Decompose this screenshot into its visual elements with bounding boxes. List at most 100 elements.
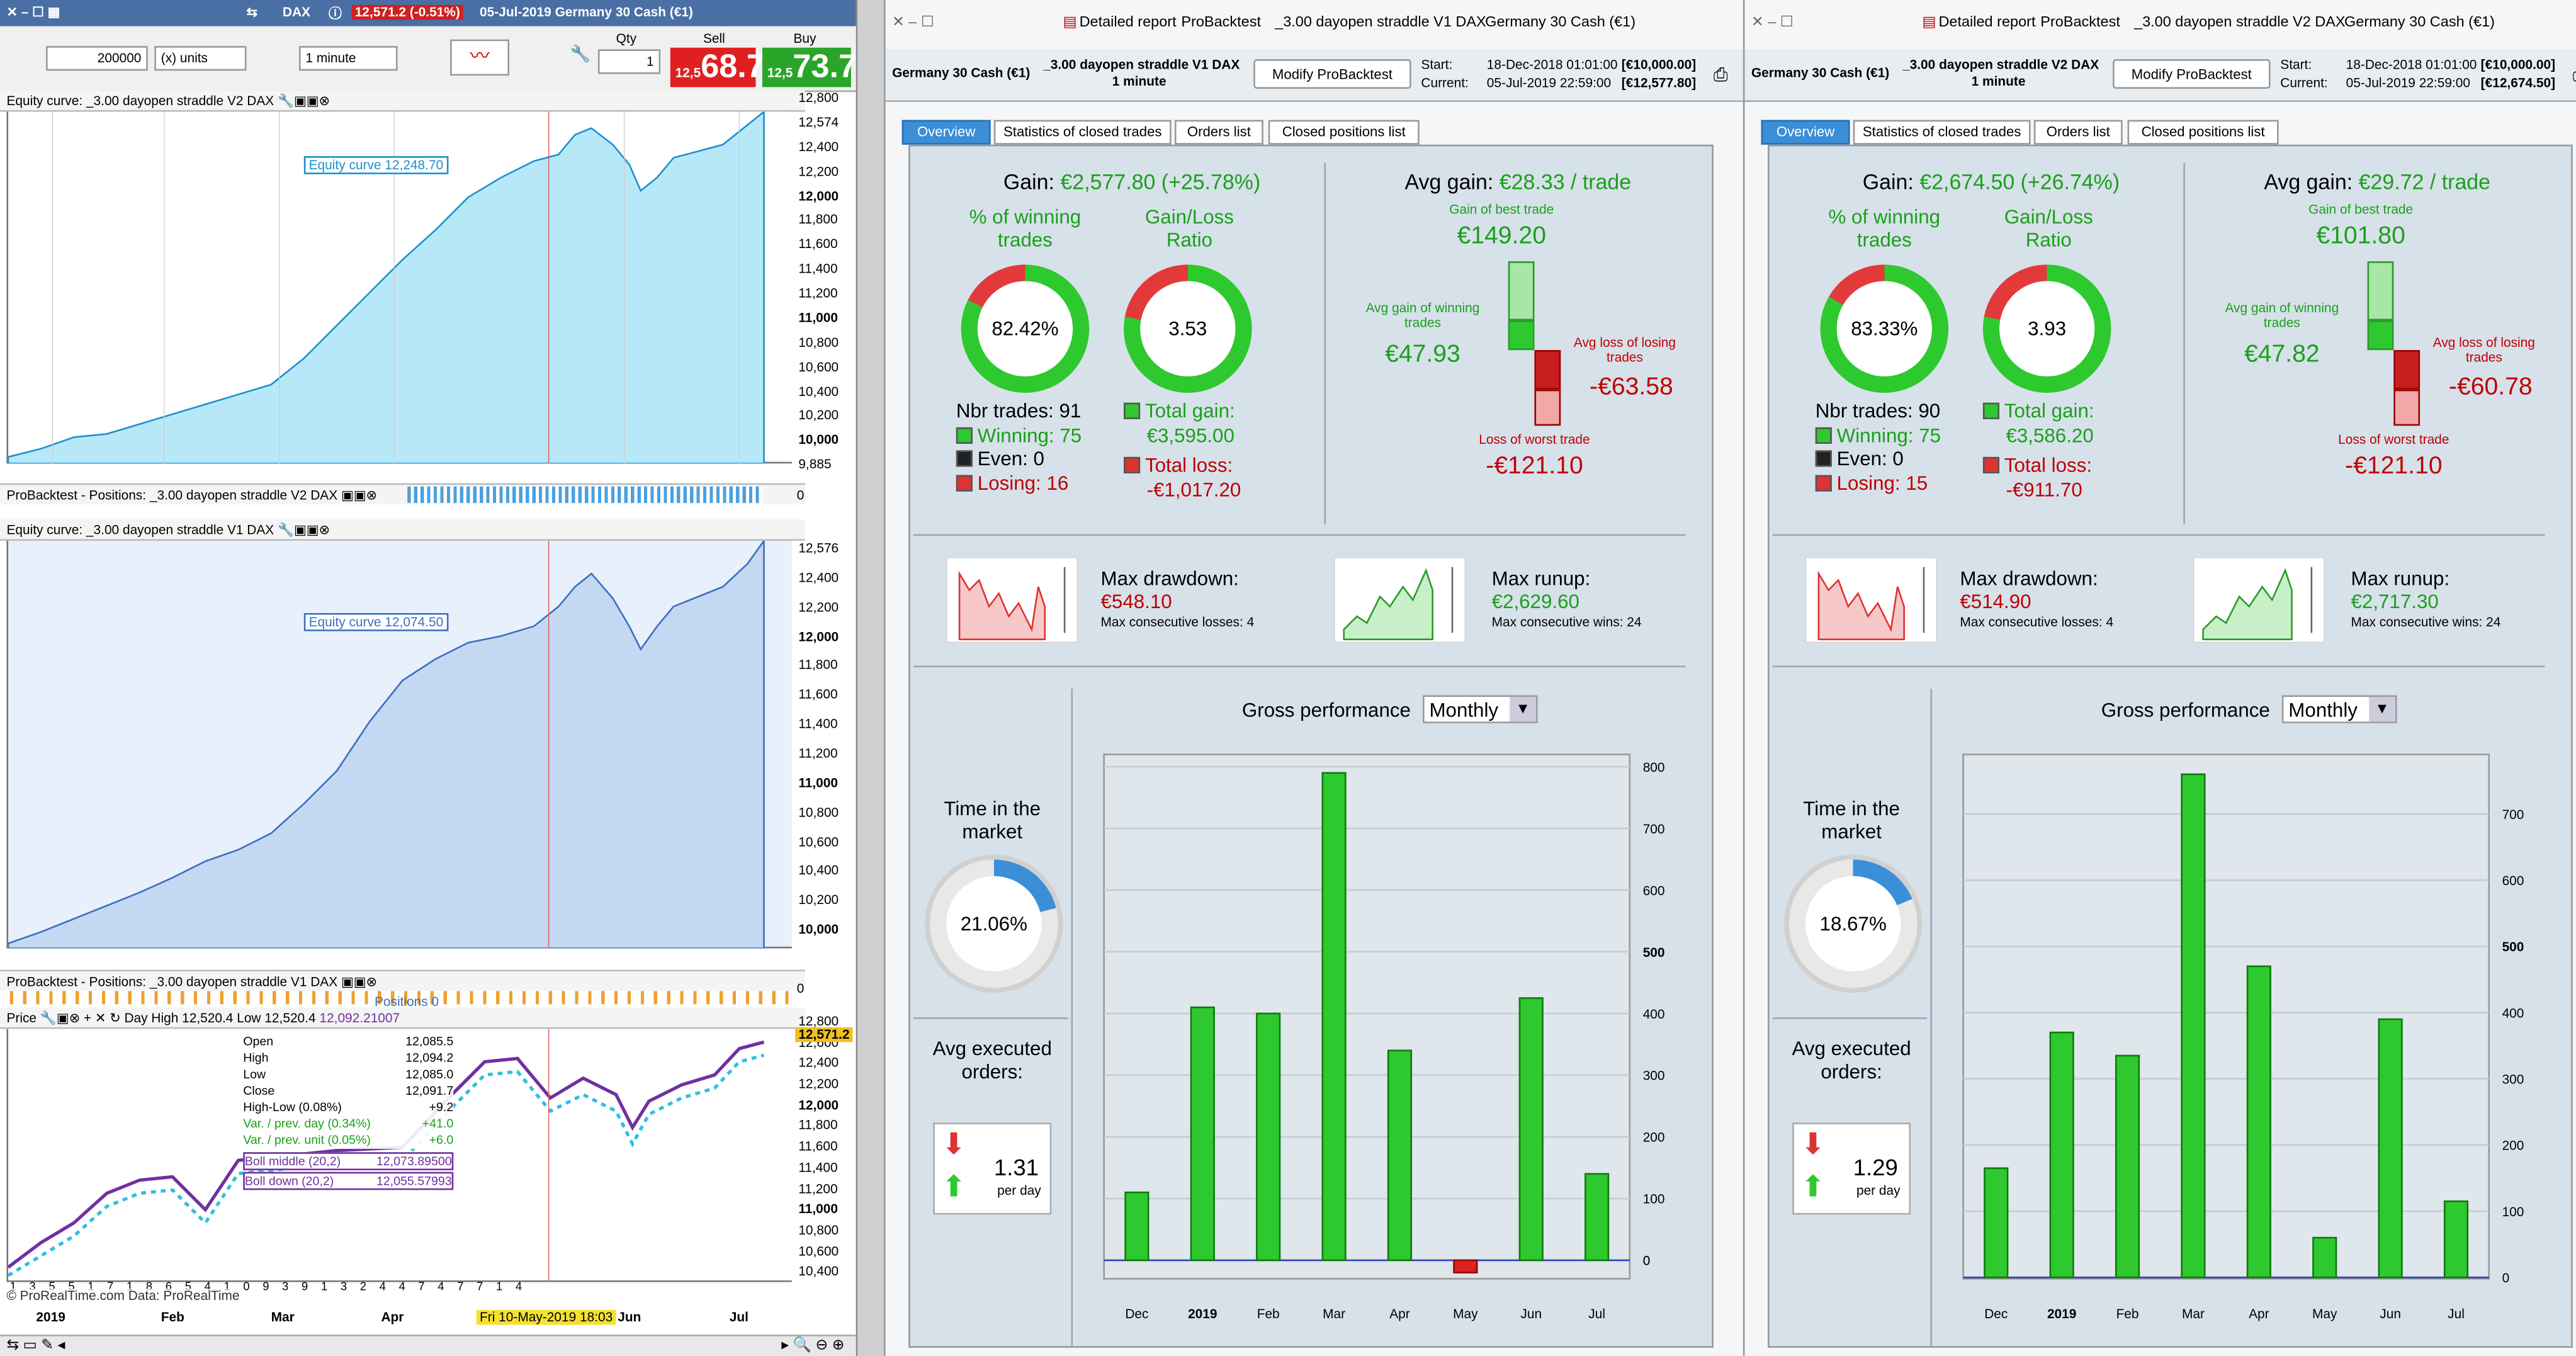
runup-sparkline — [2193, 557, 2325, 643]
price-pane[interactable]: Open 12,085.5 High 12,094.2 Low 12,085.0 Close… — [6, 1029, 792, 1282]
bar[interactable] — [1984, 1167, 2009, 1279]
x-tick-label: May — [1453, 1307, 1478, 1321]
bar[interactable] — [1585, 1173, 1610, 1262]
price-controls-icon[interactable]: 🔧▣⊗ + ✕ ↻ — [40, 1010, 121, 1026]
report-strategy: _3.00 dayopen straddle V1 DAX — [1043, 57, 1240, 72]
bar[interactable] — [2115, 1054, 2140, 1279]
positions-v2-controls-icon[interactable]: ▣▣⊗ — [341, 488, 377, 503]
title-tab-report[interactable]: Detailed report — [1079, 13, 1177, 30]
indicator-icon[interactable]: 〰 — [450, 39, 510, 76]
bottom-tools-icon[interactable]: ⇆ ▭ ✎ ◂ — [6, 1336, 65, 1353]
tooltip-row: Var. / prev. unit (0.05%) +6.0 — [243, 1133, 453, 1149]
print-icon[interactable]: ⎙ — [2573, 65, 2576, 87]
report-header: Germany 30 Cash (€1) _3.00 dayopen strad… — [885, 49, 1745, 102]
x-tick-label: Jun — [1520, 1307, 1542, 1321]
title-tab-instrument[interactable]: Germany 30 Cash (€1) — [1485, 13, 1636, 30]
report-window-controls[interactable]: ✕ – ☐ — [892, 13, 934, 30]
sell-button[interactable]: 12,568.7 — [670, 47, 765, 88]
bar[interactable] — [2181, 773, 2206, 1279]
title-tab-instrument[interactable]: Germany 30 Cash (€1) — [2344, 13, 2495, 30]
title-tab-probacktest[interactable]: ProBacktest — [1181, 13, 1262, 30]
tab-statistics[interactable]: Statistics of closed trades — [993, 120, 1172, 145]
price-title: Price — [6, 1010, 37, 1026]
positions-v1-controls-icon[interactable]: ▣▣⊗ — [341, 975, 377, 990]
zoom-icons[interactable]: ▸ 🔍 ⊖ ⊕ — [781, 1336, 845, 1353]
avg-exec-value: 1.29 — [1853, 1153, 1898, 1180]
bar[interactable] — [1387, 1049, 1413, 1262]
bar[interactable] — [2049, 1031, 2074, 1279]
units-input[interactable]: 200000 — [46, 46, 148, 71]
tab-closed-positions[interactable]: Closed positions list — [2127, 120, 2279, 145]
axis-tick-label: 11,800 — [798, 1118, 838, 1134]
axis-tick-label: 10,200 — [798, 893, 839, 908]
tab-closed-positions[interactable]: Closed positions list — [1268, 120, 1420, 145]
y-tick-label: 800 — [1643, 760, 1665, 775]
axis-tick-label: 11,200 — [798, 286, 838, 301]
winning-trades: Winning: 75 — [1836, 423, 1941, 446]
avg-loss-bar — [2393, 350, 2421, 390]
gain-line: Gain: €2,674.50 (+26.74%) — [1819, 169, 2164, 194]
pane2-controls-icon[interactable]: 🔧▣▣⊗ — [278, 523, 330, 538]
bar[interactable] — [1256, 1012, 1281, 1262]
wrench-icon[interactable]: 🔧 — [570, 46, 591, 64]
runup-label: Max runup: — [1491, 567, 1591, 590]
bar[interactable] — [2378, 1018, 2403, 1279]
title-tab-probacktest[interactable]: ProBacktest — [2040, 13, 2120, 30]
qty-input[interactable]: 1 — [597, 49, 661, 74]
title-tab-strategy[interactable]: _3.00 dayopen straddle V2 DAX — [2134, 13, 2346, 30]
x-tick-label: Mar — [2182, 1307, 2205, 1321]
gross-performance-label: Gross performance — [1241, 698, 1411, 722]
modify-probacktest-button[interactable]: Modify ProBacktest — [1253, 59, 1411, 89]
equity-v2-pane[interactable]: Equity curve 12,248.70 — [6, 110, 792, 465]
last-price-badge: 12,571.2 — [795, 1027, 853, 1042]
title-tab-report[interactable]: Detailed report — [1938, 13, 2036, 30]
bar[interactable] — [1124, 1191, 1150, 1262]
nbr-trades: Nbr trades: 91 — [956, 399, 1082, 423]
tab-statistics[interactable]: Statistics of closed trades — [1853, 120, 2031, 145]
total-loss: -€1,017.20 — [1146, 477, 1241, 501]
divider-h1 — [1772, 534, 2545, 536]
period-select[interactable]: Monthly ▼ — [2281, 695, 2397, 723]
units-type-select[interactable]: (x) units — [154, 46, 247, 71]
bar[interactable] — [1190, 1006, 1215, 1262]
buy-button[interactable]: 12,573.7 — [762, 47, 856, 88]
losing-square — [956, 474, 973, 491]
bar[interactable] — [1518, 997, 1544, 1262]
bar[interactable] — [2443, 1200, 2469, 1279]
axis-tick-label: 10,000 — [798, 432, 839, 448]
per-day-label: per day — [1856, 1183, 1901, 1199]
tab-orders[interactable]: Orders list — [1174, 120, 1263, 145]
tab-overview[interactable]: Overview — [1761, 120, 1850, 145]
window-controls[interactable]: ✕ – ☐ ▦ — [6, 4, 60, 20]
bar[interactable] — [1453, 1259, 1478, 1274]
boll-down-value: 12,055.57993 — [376, 1173, 452, 1189]
axis-tick-label: 11,400 — [798, 1160, 838, 1175]
total-stats: Total gain: €3,586.20 Total loss: -€911.… — [1982, 399, 2094, 501]
total-gain: €3,586.20 — [2006, 423, 2094, 446]
title-tab-strategy[interactable]: _3.00 dayopen straddle V1 DAX — [1275, 13, 1486, 30]
bar[interactable] — [1321, 772, 1347, 1262]
winning-trades: Winning: 75 — [977, 423, 1082, 446]
symbol-icon[interactable]: ⇆ — [246, 4, 257, 20]
timeframe-select[interactable]: 1 minute — [298, 46, 398, 71]
y-tick-label: 700 — [1643, 822, 1665, 837]
bar[interactable] — [2312, 1236, 2337, 1279]
pane-controls-icon[interactable]: 🔧▣▣⊗ — [278, 93, 330, 109]
tab-orders[interactable]: Orders list — [2033, 120, 2123, 145]
report-window-controls[interactable]: ✕ – ☐ — [1751, 13, 1794, 30]
start-date: 18-Dec-2018 01:01:00 — [2346, 57, 2477, 72]
tab-overview[interactable]: Overview — [901, 120, 991, 145]
period-select[interactable]: Monthly ▼ — [1423, 695, 1538, 723]
positions-v1-title: ProBacktest - Positions: _3.00 dayopen s… — [6, 975, 338, 990]
equity-v1-pane[interactable]: Equity curve 12,074.50 — [6, 538, 792, 949]
avg-loss-bar — [1534, 350, 1561, 390]
bar[interactable] — [2246, 965, 2271, 1279]
info-icon[interactable]: ⓘ — [328, 6, 342, 21]
print-icon[interactable]: ⎙ — [1713, 65, 1728, 86]
even-row: Even: 0 — [1815, 447, 1941, 471]
symbol-label[interactable]: DAX — [282, 4, 310, 20]
dropdown-arrow-icon[interactable]: ▼ — [2369, 697, 2395, 722]
tooltip-value: +9.2 — [429, 1099, 454, 1115]
modify-probacktest-button[interactable]: Modify ProBacktest — [2113, 59, 2271, 89]
dropdown-arrow-icon[interactable]: ▼ — [1510, 697, 1537, 722]
